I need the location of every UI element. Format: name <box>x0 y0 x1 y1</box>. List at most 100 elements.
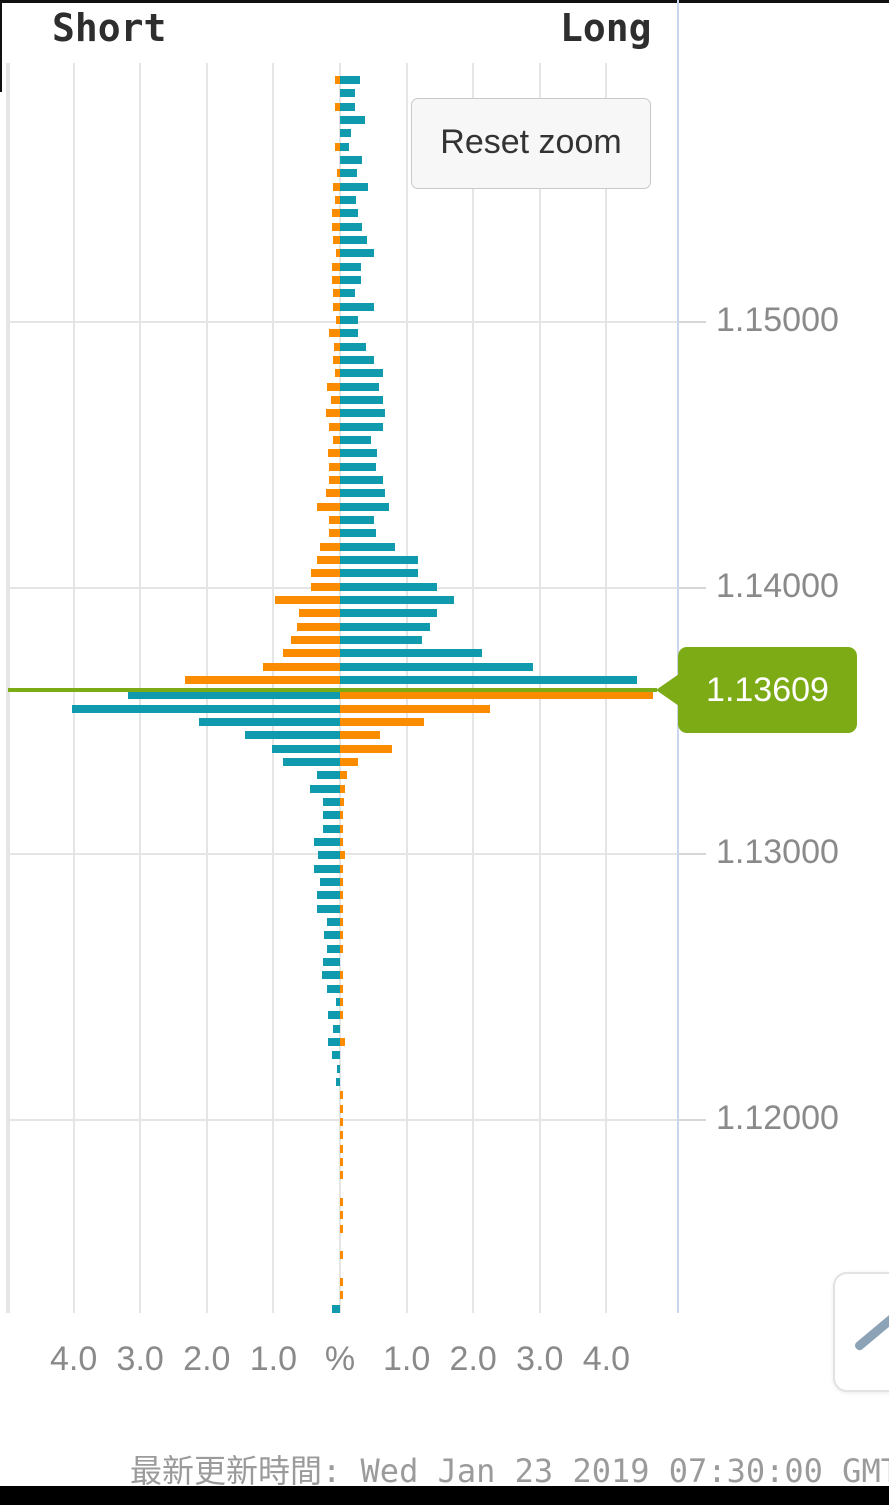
short-position-bar <box>336 1064 340 1073</box>
long-position-bar <box>340 797 344 806</box>
short-position-bar <box>283 649 340 658</box>
long-position-bar <box>340 542 396 551</box>
long-position-bar <box>340 1011 344 1020</box>
last-update-timestamp: 最新更新時間: Wed Jan 23 2019 07:30:00 GMT+090 <box>130 1452 889 1490</box>
current-price-flag: 1.13609 <box>678 647 857 733</box>
short-position-bar <box>324 931 340 940</box>
long-position-bar <box>340 555 418 564</box>
long-position-bar <box>340 155 362 164</box>
long-position-bar <box>340 931 343 940</box>
long-position-bar <box>340 195 356 204</box>
short-position-bar <box>316 891 340 900</box>
long-position-bar <box>340 449 378 458</box>
short-position-bar <box>336 315 340 324</box>
current-price-flag-arrow-icon <box>656 674 679 706</box>
long-position-bar <box>340 824 343 833</box>
short-position-bar <box>310 784 340 793</box>
long-position-bar <box>340 342 366 351</box>
short-position-bar <box>198 717 340 726</box>
long-position-bar <box>340 917 343 926</box>
long-position-bar <box>340 1131 344 1140</box>
short-position-bar <box>322 797 340 806</box>
long-position-bar <box>340 115 365 124</box>
long-position-bar <box>340 275 362 284</box>
y-axis-tick <box>679 853 706 855</box>
short-position-bar <box>326 917 340 926</box>
long-position-bar <box>340 382 380 391</box>
short-position-bar <box>316 771 340 780</box>
short-position-bar <box>334 142 340 151</box>
long-position-bar <box>340 262 362 271</box>
x-axis-label: 4.0 <box>582 1340 631 1378</box>
long-position-bar <box>340 731 380 740</box>
long-position-bar <box>340 502 390 511</box>
short-position-bar <box>334 369 340 378</box>
long-position-bar <box>340 984 343 993</box>
y-axis-label: 1.13000 <box>716 833 839 871</box>
long-position-bar <box>340 235 368 244</box>
x-axis-label: 2.0 <box>183 1340 231 1378</box>
chart-settings-button[interactable] <box>833 1272 889 1392</box>
long-position-bar <box>340 409 386 418</box>
short-position-bar <box>334 76 340 84</box>
short-position-bar <box>272 744 340 753</box>
short-position-bar <box>328 475 340 484</box>
short-position-bar <box>328 529 340 538</box>
short-position-bar <box>332 275 340 284</box>
short-position-bar <box>298 609 340 618</box>
short-position-bar <box>296 622 340 631</box>
short-position-bar <box>274 595 340 604</box>
short-position-bar <box>332 222 340 231</box>
x-axis-label: 4.0 <box>49 1340 98 1378</box>
long-position-bar <box>340 489 386 498</box>
short-position-bar <box>314 837 340 846</box>
short-position-bar <box>328 422 340 431</box>
long-position-bar <box>340 1091 344 1100</box>
long-position-bar <box>340 877 343 886</box>
x-axis-label: 3.0 <box>116 1340 164 1378</box>
long-position-bar <box>340 289 356 298</box>
short-position-bar <box>328 462 340 471</box>
long-position-bar <box>340 622 430 631</box>
short-position-bar <box>332 209 340 218</box>
short-position-bar <box>310 569 340 578</box>
long-position-bar <box>340 784 346 793</box>
short-position-bar <box>334 195 340 204</box>
short-position-bar <box>320 542 340 551</box>
long-position-bar <box>340 649 482 658</box>
short-position-bar <box>328 515 340 524</box>
long-position-bar <box>340 102 355 111</box>
long-position-bar <box>340 864 343 873</box>
trend-line-icon <box>853 1305 889 1352</box>
long-position-bar <box>340 89 355 98</box>
short-position-bar <box>318 851 340 860</box>
long-position-bar <box>340 182 368 191</box>
y-axis-label: 1.12000 <box>716 1099 839 1137</box>
short-position-bar <box>332 1051 340 1060</box>
long-position-bar <box>340 1157 344 1166</box>
long-position-bar <box>340 169 357 178</box>
long-position-bar <box>340 249 374 258</box>
long-position-bar <box>340 515 374 524</box>
long-position-bar <box>340 1171 344 1180</box>
short-position-bar <box>316 904 340 913</box>
x-axis-label: 1.0 <box>382 1340 431 1378</box>
short-position-bar <box>332 262 340 271</box>
long-position-bar <box>340 222 362 231</box>
short-position-bar <box>331 395 340 404</box>
reset-zoom-button[interactable]: Reset zoom <box>411 98 651 189</box>
long-position-bar <box>340 1291 344 1300</box>
bottom-black-bar <box>0 1486 889 1505</box>
current-price-line <box>8 688 657 692</box>
short-position-bar <box>336 249 340 258</box>
y-axis-tick <box>679 587 706 589</box>
short-position-bar <box>322 824 340 833</box>
long-position-bar <box>340 76 360 84</box>
plot-area[interactable]: 1.15000 1.14000 1.13000 1.12000 4.0 3.0 2.0 1.0… <box>0 0 889 1400</box>
long-position-bar <box>340 1211 344 1220</box>
long-position-bar <box>340 771 347 780</box>
short-position-bar <box>282 757 340 766</box>
short-position-bar <box>333 289 340 298</box>
short-position-bar <box>326 409 340 418</box>
short-position-bar <box>314 864 340 873</box>
